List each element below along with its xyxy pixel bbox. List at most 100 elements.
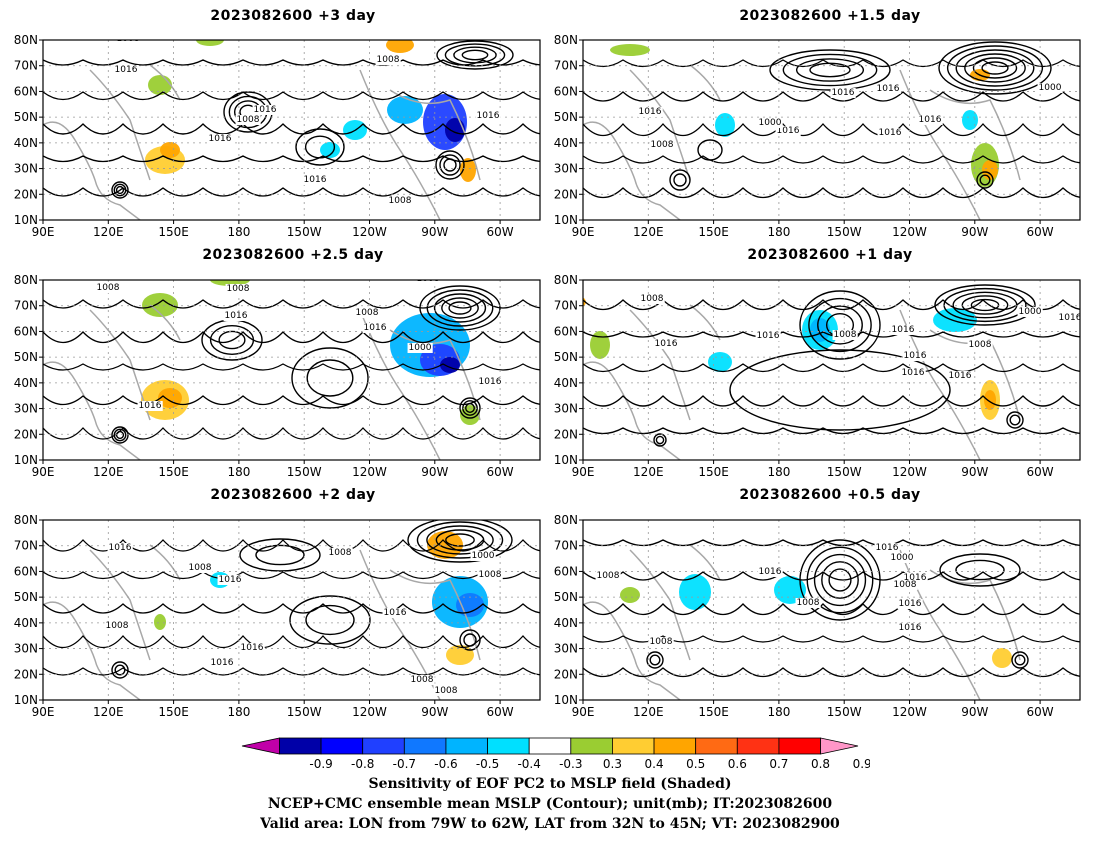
colorbar-tick-label: -0.3 [559, 757, 582, 771]
contour-label: 1016 [892, 325, 915, 335]
lon-label: 120E [633, 465, 664, 479]
sensitivity-shading [456, 593, 484, 617]
lon-label: 90W [421, 705, 448, 719]
lat-label: 20N [14, 187, 38, 201]
contour-label-bg [187, 563, 213, 573]
contour-label: 1000 [472, 551, 495, 561]
mslp-contour [938, 41, 1052, 95]
lon-label: 150E [158, 225, 189, 239]
mslp-contour [649, 654, 661, 666]
contour-label-bg [1037, 83, 1063, 93]
mslp-contour [465, 403, 475, 413]
mslp-contour [111, 661, 129, 679]
mslp-contour [435, 150, 465, 180]
mslp-contour [646, 651, 664, 669]
lon-label: 180 [767, 705, 790, 719]
sensitivity-shading [708, 352, 732, 372]
contour-label: 1016 [241, 643, 264, 653]
lat-label: 10N [554, 213, 578, 227]
sensitivity-shading [962, 110, 978, 130]
contour-label: 1016 [477, 111, 500, 121]
contour-label: 1016 [876, 543, 899, 553]
coastline [389, 89, 481, 181]
coastline [389, 329, 481, 421]
mslp-contour [453, 46, 497, 64]
mslp-contour [669, 169, 691, 191]
coastline [689, 64, 721, 101]
colorbar-swatch [403, 737, 447, 755]
lat-label: 20N [554, 187, 578, 201]
contour-label: 1016 [832, 88, 855, 98]
lon-label: 90W [961, 705, 988, 719]
mslp-contour [943, 287, 1027, 323]
contour-label: 1000 [759, 118, 782, 128]
lat-label: 30N [554, 402, 578, 416]
lon-label: 120E [93, 225, 124, 239]
lon-label: 180 [767, 225, 790, 239]
lat-label: 80N [14, 513, 38, 527]
colorbar-tick-label: 0.6 [728, 757, 747, 771]
mslp-contour [813, 553, 867, 607]
mslp-contour [306, 359, 354, 397]
lat-label: 10N [14, 213, 38, 227]
contour-label-bg [875, 84, 901, 94]
contour-label-bg [639, 294, 665, 304]
colorbar-swatch [362, 737, 405, 755]
colorbar-swatch [778, 737, 821, 755]
lon-label: 120E [93, 705, 124, 719]
mslp-contour [113, 183, 127, 197]
contour-label: 1008 [189, 563, 212, 573]
contour-label-bg [595, 571, 621, 581]
lat-label: 50N [14, 590, 38, 604]
lon-label: 120W [352, 225, 387, 239]
mslp-contour [43, 155, 540, 163]
coastline [929, 89, 1021, 181]
caption-line: NCEP+CMC ensemble mean MSLP (Contour); u… [267, 796, 833, 812]
lon-label: 90W [961, 465, 988, 479]
contour-label-bg [235, 115, 261, 125]
contour-label-bg [104, 621, 130, 631]
colorbar-swatch [241, 737, 280, 755]
contour-label-bg [409, 675, 435, 685]
contour-label: 1008 [227, 284, 250, 294]
mslp-contour [459, 629, 481, 651]
mslp-contour [111, 426, 129, 444]
map-panel: 1008 1016 1016 1008 1008 1000 1016 1016 1008 80N 7… [14, 273, 541, 479]
sensitivity-shading [610, 44, 650, 56]
lat-label: 40N [554, 136, 578, 150]
coastline [583, 601, 681, 700]
contour-label-bg [115, 40, 141, 44]
contour-label-bg [917, 115, 943, 125]
contour-label-bg [362, 323, 388, 333]
contour-label: 1016 [904, 351, 927, 361]
mslp-contour [934, 284, 1036, 326]
contour-label-bg [477, 570, 503, 580]
contour-label-bg [890, 325, 916, 335]
mslp-contour [964, 53, 1026, 83]
contour-label: 1016 [899, 599, 922, 609]
caption-line: Valid area: LON from 79W to 62W, LAT fro… [260, 816, 840, 832]
lon-label: 60W [1027, 225, 1054, 239]
sensitivity-shading [992, 648, 1012, 668]
lon-label: 90E [32, 465, 55, 479]
lon-label: 60W [487, 225, 514, 239]
sensitivity-shading [196, 40, 224, 46]
contour-label: 1016 [384, 608, 407, 618]
lat-label: 50N [14, 110, 38, 124]
mslp-contour [115, 430, 125, 440]
mslp-contour [462, 400, 478, 416]
mslp-contour [583, 571, 1080, 581]
mslp-contour [43, 91, 540, 101]
sensitivity-shading [160, 142, 180, 158]
mslp-contour [43, 363, 540, 371]
lat-label: 60N [14, 84, 38, 98]
contour-label: 1016 [304, 175, 327, 185]
contour-label-bg [239, 643, 265, 653]
lat-label: 70N [554, 299, 578, 313]
contour-label-bg [967, 340, 993, 350]
contour-label-bg [832, 330, 858, 340]
mslp-contour [43, 667, 540, 676]
coastline [43, 601, 141, 700]
coastline [629, 309, 691, 421]
lon-label: 90W [421, 225, 448, 239]
